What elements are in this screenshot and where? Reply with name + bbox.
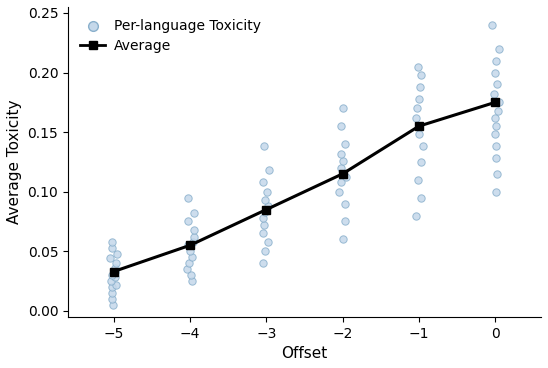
Point — [259, 215, 267, 221]
Point — [340, 219, 349, 224]
Point — [107, 245, 116, 251]
Point — [262, 189, 271, 195]
Point — [259, 179, 267, 185]
Point — [416, 159, 425, 165]
Point — [259, 144, 268, 149]
Point — [412, 213, 420, 219]
Point — [337, 165, 346, 171]
Point — [494, 99, 503, 105]
Point — [341, 201, 350, 206]
Point — [189, 210, 198, 216]
Point — [260, 248, 269, 254]
Point — [263, 203, 272, 209]
Point — [187, 278, 196, 284]
Point — [338, 236, 347, 242]
Point — [190, 227, 198, 233]
Point — [189, 239, 197, 245]
Point — [492, 58, 500, 64]
Point — [490, 131, 499, 137]
Point — [338, 171, 347, 177]
Point — [186, 248, 195, 254]
Point — [188, 254, 197, 260]
Point — [109, 302, 118, 308]
Point — [415, 131, 424, 137]
Point — [492, 155, 500, 161]
Point — [342, 174, 351, 180]
Point — [491, 189, 500, 195]
Point — [189, 234, 198, 240]
Point — [494, 46, 503, 52]
Point — [492, 123, 501, 129]
Point — [108, 296, 117, 302]
Point — [107, 284, 116, 290]
Point — [183, 266, 192, 272]
Point — [416, 84, 425, 90]
Point — [108, 239, 117, 245]
Point — [258, 230, 267, 236]
Point — [106, 255, 115, 261]
Point — [339, 158, 347, 164]
Point — [106, 278, 115, 284]
Point — [112, 251, 121, 256]
Point — [494, 108, 503, 114]
Point — [412, 115, 420, 121]
Point — [259, 260, 267, 266]
Point — [341, 141, 350, 147]
Point — [417, 72, 426, 78]
Point — [112, 260, 121, 266]
Point — [491, 70, 500, 75]
Point — [183, 243, 192, 248]
Point — [415, 96, 424, 102]
Point — [337, 123, 346, 129]
Point — [184, 219, 192, 224]
Point — [260, 197, 269, 203]
Point — [265, 167, 273, 173]
Point — [339, 105, 347, 111]
Point — [334, 189, 343, 195]
Point — [184, 195, 192, 201]
Point — [416, 195, 425, 201]
Point — [264, 239, 272, 245]
Point — [112, 282, 121, 287]
Point — [490, 91, 499, 97]
Point — [260, 209, 269, 215]
Point — [491, 144, 500, 149]
Point — [413, 105, 421, 111]
Point — [111, 269, 119, 275]
Point — [107, 272, 116, 278]
Legend: Per-language Toxicity, Average: Per-language Toxicity, Average — [75, 14, 266, 59]
Y-axis label: Average Toxicity: Average Toxicity — [7, 100, 22, 224]
Point — [414, 177, 423, 183]
Point — [111, 265, 119, 271]
Point — [418, 144, 427, 149]
Point — [186, 272, 195, 278]
X-axis label: Offset: Offset — [281, 346, 328, 361]
Point — [185, 260, 193, 266]
Point — [107, 290, 116, 296]
Point — [493, 171, 501, 177]
Point — [493, 81, 502, 87]
Point — [337, 179, 346, 185]
Point — [488, 22, 496, 28]
Point — [336, 151, 345, 156]
Point — [490, 115, 499, 121]
Point — [110, 275, 119, 280]
Point — [415, 123, 424, 129]
Point — [260, 222, 269, 228]
Point — [414, 64, 423, 70]
